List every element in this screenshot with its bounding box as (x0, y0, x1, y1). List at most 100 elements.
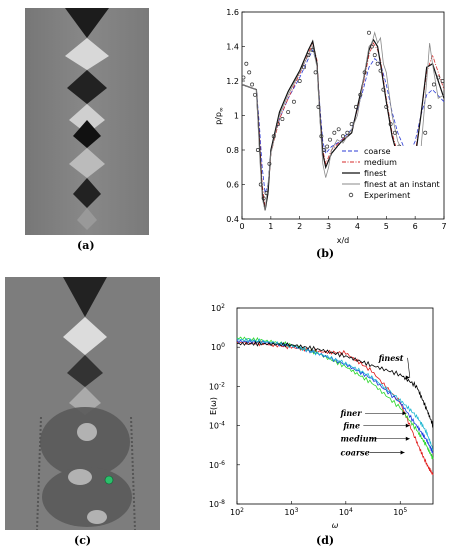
experiment-point (388, 122, 393, 127)
experiment-point (372, 53, 377, 58)
experiment-point (306, 53, 311, 58)
schlieren-image-c (5, 277, 160, 530)
arrowhead (405, 375, 410, 380)
ytick-label-d: 10-6 (209, 460, 225, 470)
experiment-point (255, 148, 260, 152)
ytick-label-b: 0.8 (226, 146, 239, 155)
legend-label-b: Experiment (364, 191, 410, 200)
annotation-finest: finest (378, 353, 404, 363)
experiment-point (375, 61, 380, 66)
experiment-point (325, 144, 330, 149)
annotation-coarse: coarse (341, 447, 370, 457)
experiment-point (253, 92, 257, 97)
ylabel-d: E(ω) (209, 397, 218, 415)
legend-marker (348, 192, 354, 198)
xtick-label-b: 0 (239, 222, 244, 231)
caption-a: (a) (77, 239, 95, 252)
annotation-fine: fine (342, 421, 360, 431)
xtick-label-b: 3 (326, 222, 331, 231)
arrowhead (405, 423, 410, 428)
experiment-point (261, 196, 266, 201)
xtick-label-b: 5 (384, 222, 389, 231)
ylabel-b: p/p∞ (214, 107, 225, 125)
xlabel-b: x/d (337, 236, 350, 245)
experiment-point (332, 130, 337, 135)
ytick-label-d: 10-4 (209, 421, 225, 431)
experiment-point (322, 148, 327, 152)
ytick-label-d: 10-8 (209, 499, 225, 509)
legend-label-b: finest (364, 169, 386, 178)
experiment-point (345, 130, 350, 135)
experiment-point (310, 48, 315, 52)
xtick-label-b: 1 (268, 222, 273, 231)
experiment-point (313, 70, 318, 75)
experiment-point (381, 87, 386, 92)
experiment-point (302, 65, 306, 70)
experiment-point (271, 134, 276, 139)
experiment-point (276, 122, 281, 127)
experiment-point (431, 82, 436, 87)
spectrum-line-coarse (236, 340, 434, 476)
experiment-point (336, 127, 341, 132)
experiment-point (241, 75, 246, 80)
xtick-label-d: 104 (339, 507, 353, 517)
schlieren-image-a (25, 8, 149, 235)
legend-label-b: medium (364, 158, 397, 167)
arrowhead (402, 411, 407, 416)
experiment-point (244, 61, 249, 66)
experiment-point (264, 191, 269, 196)
caption-c: (c) (74, 534, 92, 547)
experiment-point (267, 161, 272, 166)
ytick-label-b: 0.6 (226, 181, 239, 190)
ytick-label-d: 100 (211, 342, 225, 352)
spectrum-line-finest (236, 340, 434, 428)
experiment-point (384, 104, 389, 109)
ylabel-b-sub: ∞ (218, 107, 225, 112)
legend-label-b: finest at an instant (364, 180, 440, 189)
experiment-point (280, 116, 285, 121)
xtick-label-d: 103 (284, 507, 298, 517)
experiment-point (291, 99, 296, 104)
arrowhead (405, 436, 410, 441)
ylabel-b-main: p/p (214, 112, 223, 125)
experiment-point (247, 70, 252, 75)
experiment-point (354, 104, 358, 109)
experiment-point (250, 82, 255, 87)
experiment-point (297, 79, 302, 83)
ytick-label-b: 0.4 (226, 215, 239, 224)
experiment-point (427, 104, 432, 109)
experiment-point (392, 130, 397, 135)
legend-label-b: coarse (364, 147, 391, 156)
spectrum-line-medium (236, 336, 434, 460)
caption-d: (d) (316, 534, 335, 547)
experiment-point (341, 134, 345, 139)
ytick-label-b: 1.6 (226, 8, 239, 17)
experiment-point (328, 137, 332, 142)
experiment-point (367, 30, 371, 35)
annotation-arrow (407, 357, 411, 378)
experiment-point (369, 44, 374, 49)
spectrum-line-finer (236, 337, 434, 451)
experiment-point (319, 134, 324, 139)
legend-box-b (338, 146, 438, 204)
annotation-finer: finer (340, 408, 363, 418)
xtick-label-b: 4 (355, 222, 360, 231)
chart-d: 102 103 104 105 10-8 10-6 10-4 10-2 100 102 fines… (209, 303, 434, 530)
experiment-point (378, 68, 383, 73)
experiment-point (362, 70, 367, 75)
experiment-point (286, 110, 291, 115)
xtick-label-d: 105 (393, 507, 407, 517)
ytick-label-b: 1 (234, 112, 239, 121)
ytick-label-d: 10-2 (209, 381, 225, 391)
chart-b: 0 1 2 3 4 5 6 7 0.4 0.6 0.8 1 1.2 1.4 1.6 x/d p/p∞ coa… (214, 8, 447, 245)
experiment-point (358, 92, 363, 97)
arrowhead (400, 450, 405, 455)
probe-marker (104, 475, 114, 485)
annotation-medium: medium (341, 434, 377, 444)
ytick-label-b: 1.2 (226, 77, 239, 86)
experiment-point (349, 122, 354, 127)
xtick-label-b: 6 (413, 222, 418, 231)
experiment-point (436, 75, 441, 80)
experiment-point (316, 104, 321, 109)
caption-b: (b) (316, 247, 335, 260)
